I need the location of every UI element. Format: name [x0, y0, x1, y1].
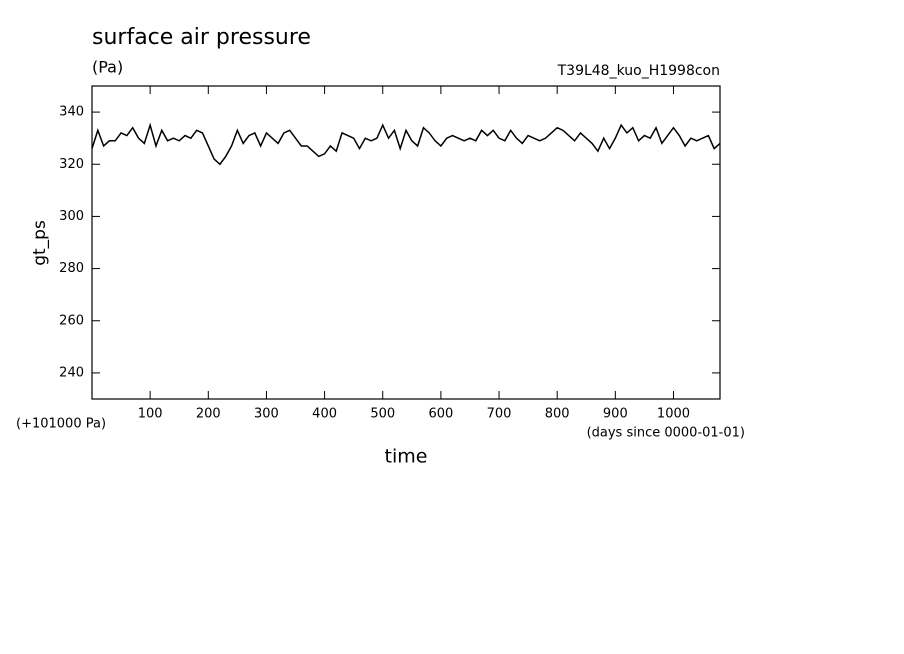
subtitle: (Pa) [92, 58, 123, 77]
x-tick-label: 700 [487, 407, 512, 422]
y-tick-label: 280 [59, 261, 84, 276]
x-tick-label: 600 [428, 407, 453, 422]
x-units-label: (days since 0000-01-01) [587, 426, 745, 441]
chart-title: surface air pressure [92, 25, 311, 50]
annotation: T39L48_kuo_H1998con [557, 63, 720, 79]
x-tick-label: 1000 [657, 407, 690, 422]
y-offset-label: (+101000 Pa) [16, 417, 106, 432]
y-tick-label: 340 [59, 105, 84, 120]
y-tick-label: 260 [59, 313, 84, 328]
y-tick-label: 240 [59, 365, 84, 380]
x-tick-label: 400 [312, 407, 337, 422]
y-tick-label: 300 [59, 209, 84, 224]
plot-frame [91, 85, 721, 400]
x-tick-label: 900 [603, 407, 628, 422]
x-tick-label: 800 [545, 407, 570, 422]
x-tick-label: 500 [370, 407, 395, 422]
data-line [91, 122, 721, 166]
x-tick-label: 200 [196, 407, 221, 422]
x-tick-label: 100 [138, 407, 163, 422]
y-axis-label: gt_ps [30, 220, 50, 266]
x-axis-label: time [385, 446, 428, 468]
x-tick-label: 300 [254, 407, 279, 422]
y-tick-label: 320 [59, 157, 84, 172]
